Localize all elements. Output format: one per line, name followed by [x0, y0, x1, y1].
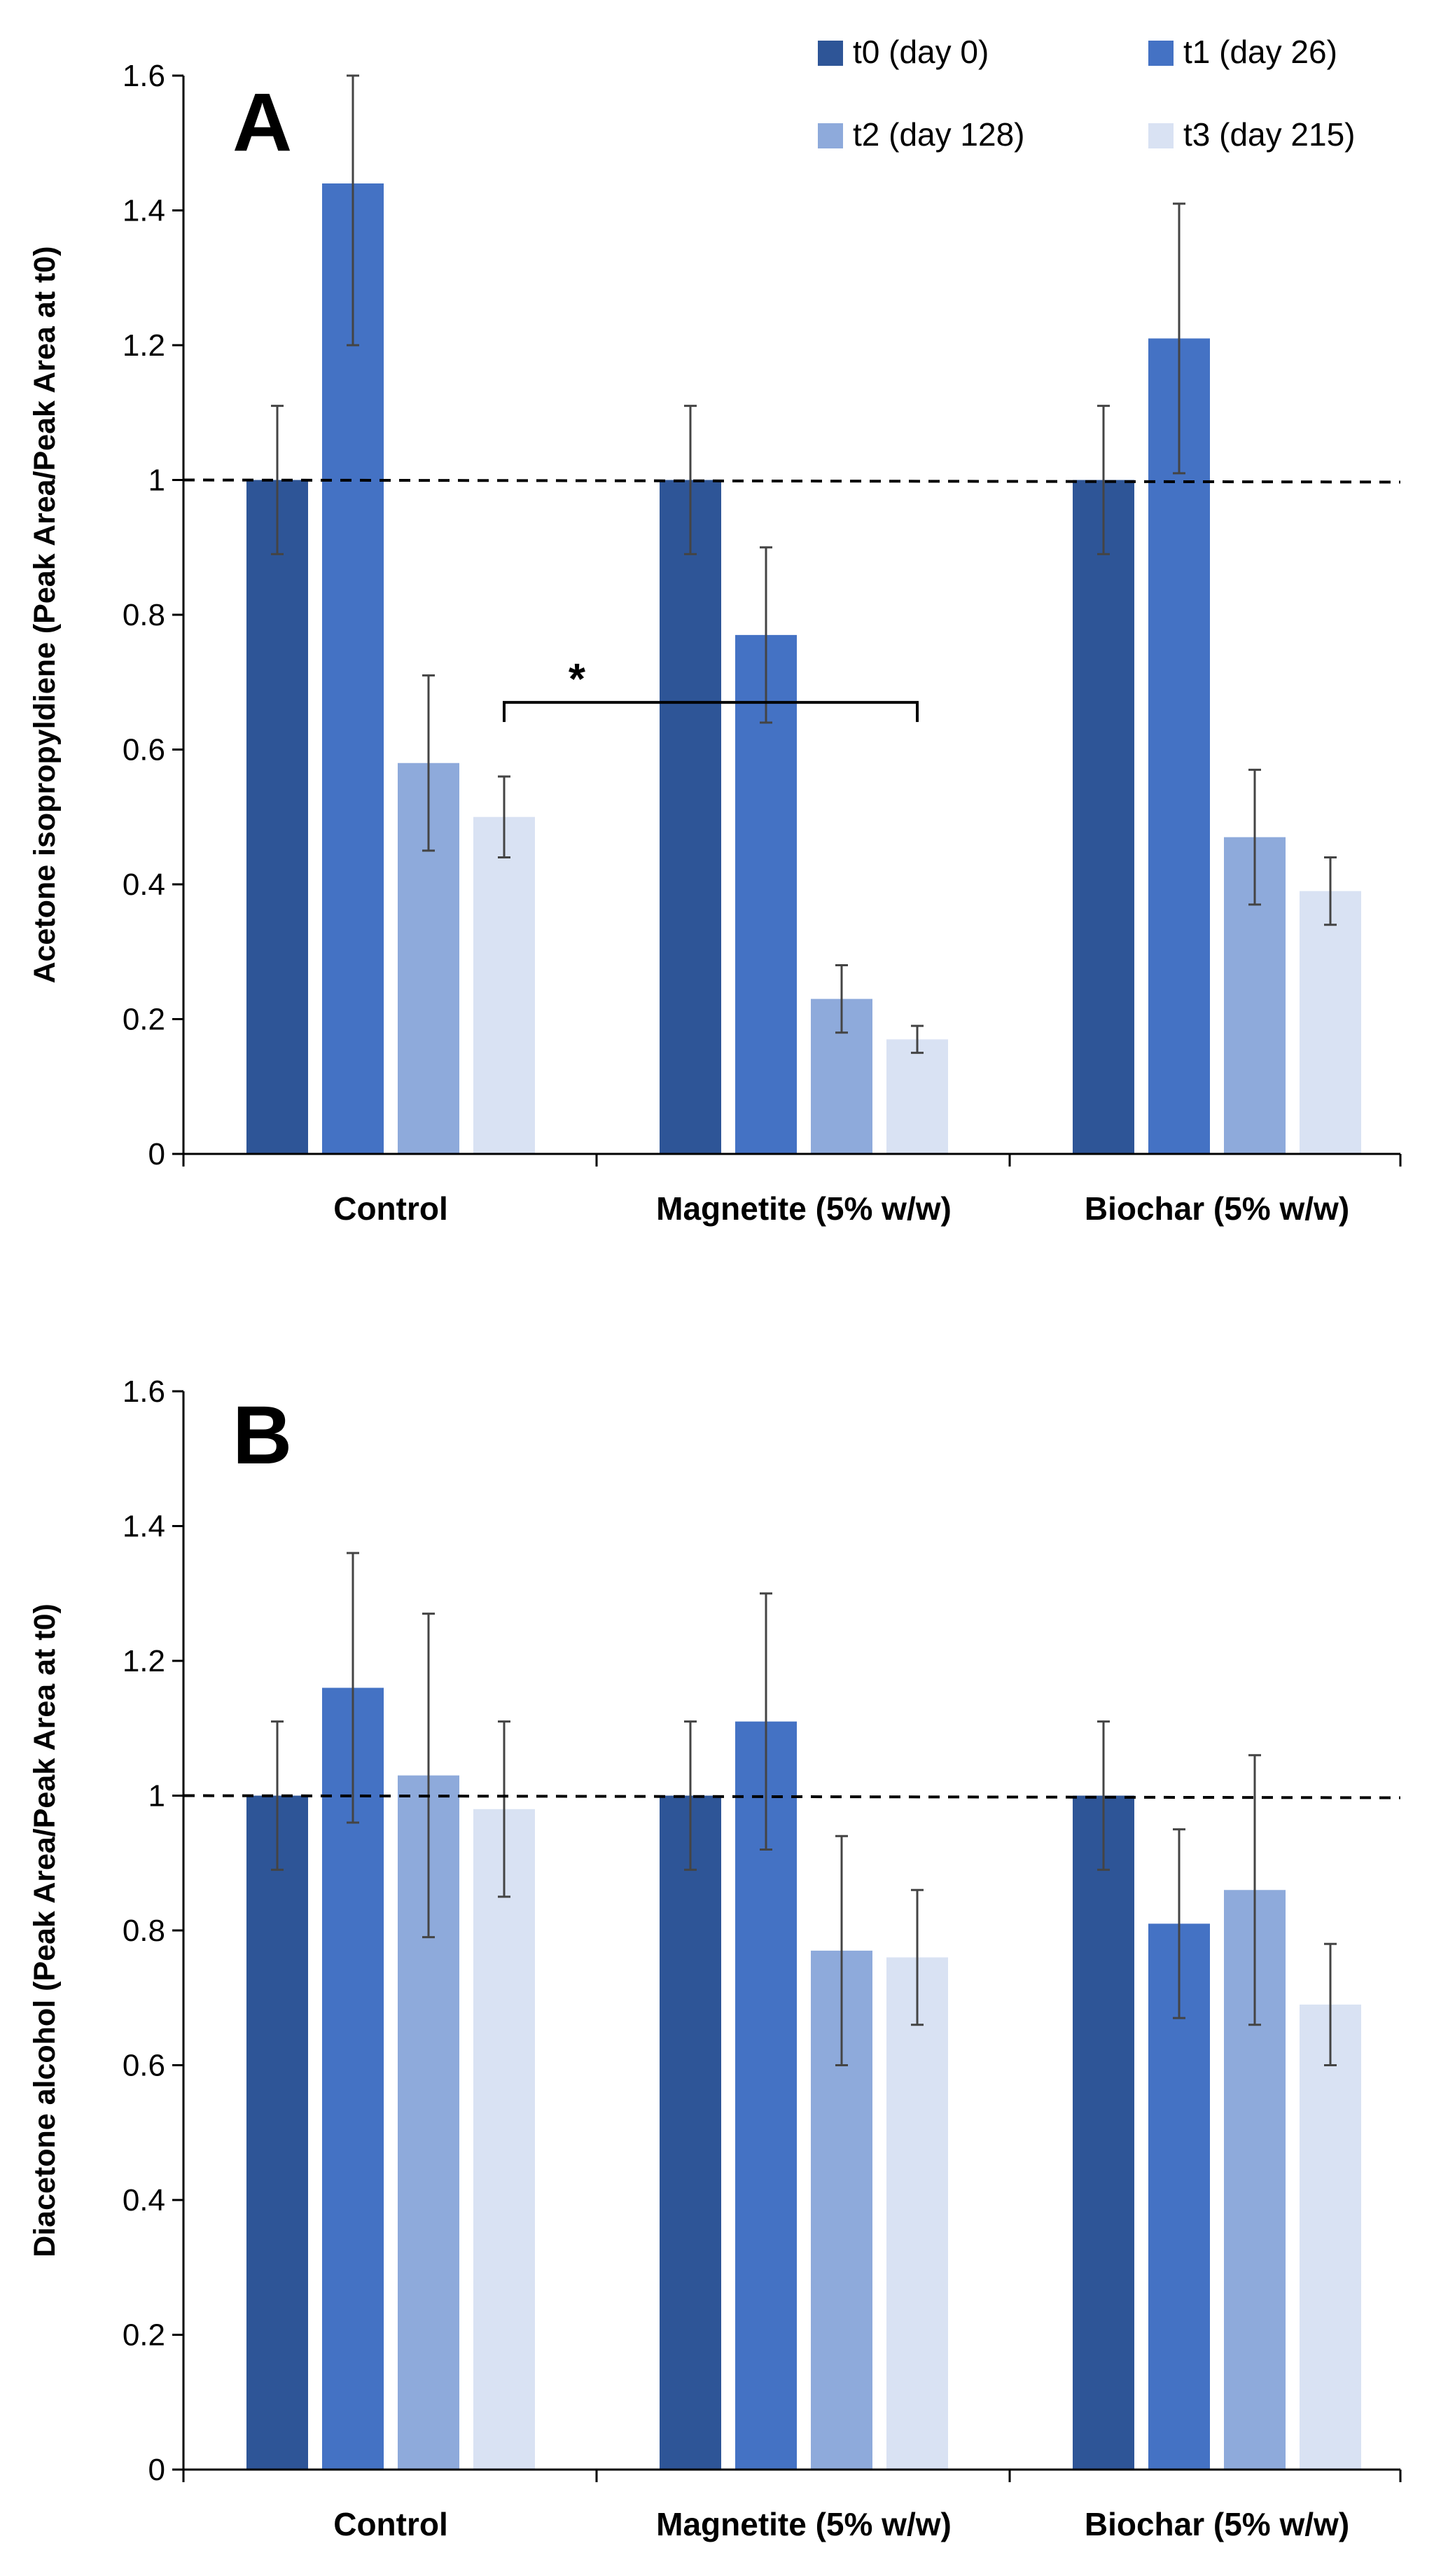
y-tick-label: 1 — [148, 1779, 165, 1813]
legend-swatch — [818, 41, 843, 66]
bar — [473, 1809, 535, 2470]
reference-line — [183, 1794, 1401, 1799]
legend-swatch — [818, 123, 843, 148]
y-tick-label: 1.6 — [123, 1374, 165, 1409]
legend-label: t2 (day 128) — [853, 116, 1024, 153]
y-tick-label: 1.6 — [123, 59, 165, 93]
y-tick-label: 0.6 — [123, 733, 165, 767]
bar — [886, 1039, 948, 1154]
y-tick-label: 0.8 — [123, 1914, 165, 1948]
bar — [660, 1795, 721, 2470]
bar — [1300, 891, 1361, 1154]
chart-panel-a: 0 0.2 0.4 0.6 0.8 1 1.2 1.4 1.6 Acetone isopropyl… — [28, 59, 1402, 1227]
legend-label: t1 (day 26) — [1183, 34, 1337, 70]
bar — [1073, 1795, 1134, 2470]
y-tick-label: 0 — [148, 1137, 165, 1171]
legend-label: t3 (day 215) — [1183, 116, 1355, 153]
significance-star: * — [569, 655, 586, 704]
x-category-label: Biochar (5% w/w) — [1085, 2506, 1349, 2542]
y-tick-label: 1 — [148, 464, 165, 498]
chart-panel-b: 0 0.2 0.4 0.6 0.8 1 1.2 1.4 1.6 Diacetone alcohol… — [28, 1374, 1402, 2542]
legend-label: t0 (day 0) — [853, 34, 989, 70]
legend: t0 (day 0) t1 (day 26) t2 (day 128) t3 (day… — [818, 34, 1355, 153]
x-category-label: Magnetite (5% w/w) — [656, 1190, 952, 1227]
legend-swatch — [1148, 41, 1174, 66]
bar — [1148, 338, 1210, 1154]
y-tick-label: 0.8 — [123, 598, 165, 632]
y-tick-label: 1.2 — [123, 1644, 165, 1678]
y-tick-label: 0.2 — [123, 1003, 165, 1037]
panel-label: B — [232, 1389, 292, 1482]
reference-line — [183, 478, 1401, 484]
y-tick-label: 0.4 — [123, 2183, 165, 2218]
bar — [886, 1957, 948, 2470]
y-tick-label: 0.4 — [123, 868, 165, 902]
y-tick-label: 1.4 — [123, 1510, 165, 1544]
bar — [246, 1795, 308, 2470]
bar — [660, 480, 721, 1154]
y-tick-label: 0 — [148, 2453, 165, 2487]
y-tick-label: 1.2 — [123, 328, 165, 363]
x-category-label: Control — [333, 1190, 448, 1227]
y-axis-label: Acetone isopropyldiene (Peak Area/Peak A… — [28, 246, 62, 983]
y-tick-label: 1.4 — [123, 194, 165, 228]
y-axis-label: Diacetone alcohol (Peak Area/Peak Area a… — [28, 1603, 62, 2257]
legend-swatch — [1148, 123, 1174, 148]
panel-label: A — [232, 76, 292, 169]
bar — [1073, 480, 1134, 1154]
significance-bracket — [503, 701, 919, 723]
bar — [1300, 2004, 1361, 2470]
bar — [473, 816, 535, 1154]
x-category-label: Magnetite (5% w/w) — [656, 2506, 952, 2542]
x-category-label: Control — [333, 2506, 448, 2542]
y-tick-label: 0.2 — [123, 2318, 165, 2353]
y-tick-label: 0.6 — [123, 2049, 165, 2083]
x-category-label: Biochar (5% w/w) — [1085, 1190, 1349, 1227]
bar — [246, 480, 308, 1154]
